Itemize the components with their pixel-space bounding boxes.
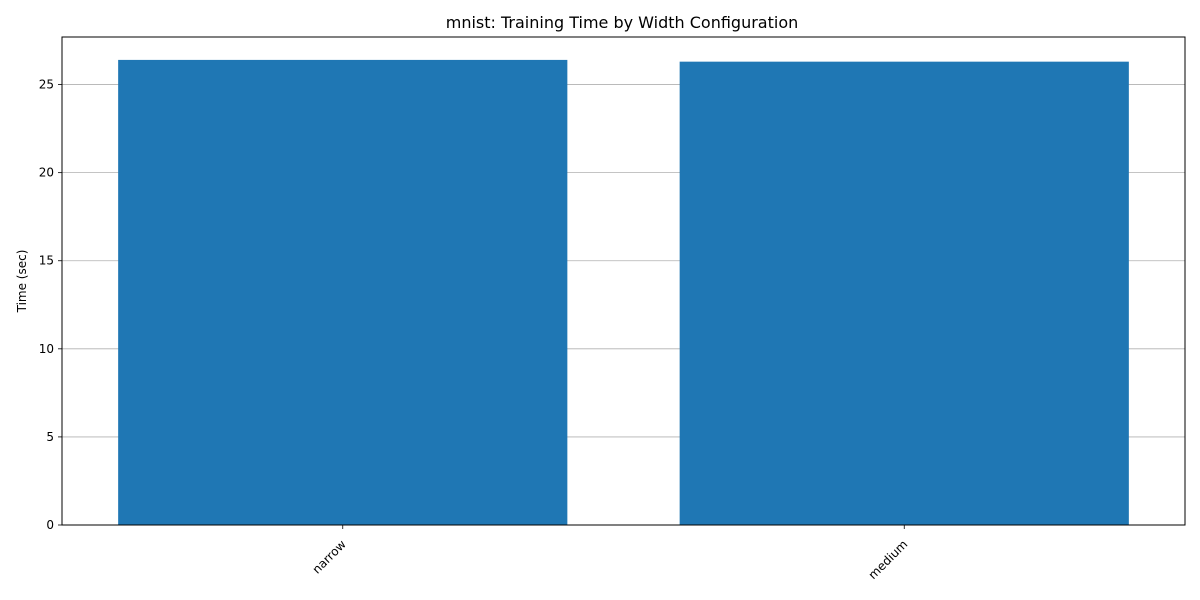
x-tick-label: medium [866, 537, 911, 582]
y-tick-label: 10 [39, 342, 54, 356]
chart-title: mnist: Training Time by Width Configurat… [446, 13, 799, 32]
y-tick-label: 20 [39, 166, 54, 180]
bars-layer [118, 59, 1129, 526]
x-tick-label: narrow [310, 537, 349, 576]
plot-frame [61, 36, 1186, 526]
bar-narrow [118, 59, 568, 525]
y-tick-label: 15 [39, 254, 54, 268]
y-axis-label: Time (sec) [15, 250, 29, 314]
y-tick-label: 5 [46, 430, 54, 444]
y-tick-label: 0 [46, 518, 54, 532]
bar-medium [679, 61, 1129, 526]
y-tick-label: 25 [39, 78, 54, 92]
axes-layer [61, 36, 1186, 526]
